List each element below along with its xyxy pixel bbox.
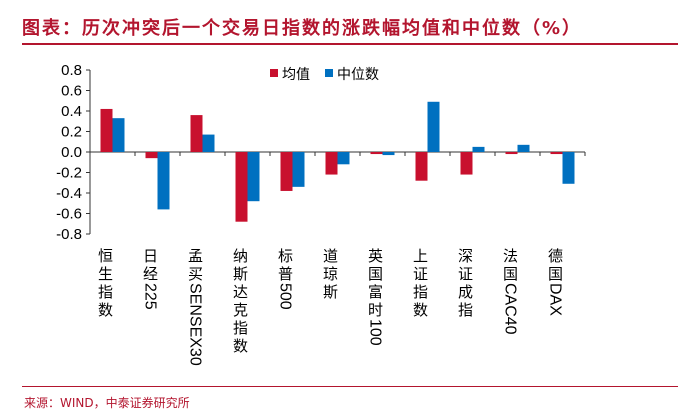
category-label-char: 国	[503, 265, 518, 283]
category-label-char: 数	[233, 337, 248, 355]
category-label-char: 普	[278, 265, 293, 283]
legend-label: 中位数	[337, 67, 379, 83]
chart-title: 图表：历次冲突后一个交易日指数的涨跌幅均值和中位数（%）	[22, 18, 583, 39]
category-label-text: CAC40	[502, 283, 519, 335]
category-label-char: 法	[503, 247, 518, 265]
bar-mean	[235, 152, 248, 222]
y-tick-label: 0.8	[61, 62, 82, 79]
bar-median	[427, 101, 440, 152]
category-label-char: 经	[143, 265, 158, 283]
category-label-text: 100	[367, 319, 384, 346]
bar-median	[562, 152, 575, 184]
category-label-char: 道	[323, 247, 338, 265]
bar-mean	[100, 108, 113, 152]
category-label-char: 孟	[188, 247, 203, 265]
category-label-text: 500	[277, 283, 294, 310]
y-tick-label: -0.4	[56, 185, 82, 202]
y-tick-label: 0.4	[61, 103, 82, 120]
bar-mean	[370, 152, 383, 155]
bar-median	[292, 152, 305, 187]
category-label-char: 斯	[323, 283, 338, 301]
bar-mean	[280, 152, 293, 191]
legend-swatch	[325, 69, 333, 77]
y-tick-label: 0.6	[61, 83, 82, 100]
bar-mean	[415, 152, 428, 181]
bar-median	[472, 146, 485, 152]
category-label-char: 恒	[98, 247, 113, 265]
bar-median	[337, 152, 350, 165]
category-label-char: 德	[548, 247, 563, 265]
y-tick-label: 0.2	[61, 124, 82, 141]
category-label-char: 英	[368, 247, 383, 265]
axes: 0.8 0.6 0.4 0.2 0.0 -0.2 -0.4 -0.6 -0.8	[56, 62, 586, 243]
source-divider	[22, 386, 678, 387]
category-label-char: 数	[413, 301, 428, 319]
category-labels: 恒生指数日经225孟买SENSEX30纳斯达克指数标普500道琼斯英国富时100…	[98, 247, 564, 366]
bar-mean	[325, 152, 338, 175]
category-label-char: 指	[413, 283, 428, 301]
category-label-char: 成	[458, 283, 473, 301]
title-divider	[22, 43, 678, 45]
bars	[100, 101, 575, 222]
category-label-char: 深	[458, 247, 473, 265]
bar-median	[157, 152, 170, 210]
category-label-char: 富	[368, 283, 383, 301]
category-label: 道琼斯	[323, 247, 338, 301]
category-label-text: DAX	[547, 283, 564, 316]
category-label-char: 纳	[233, 247, 248, 265]
y-tick-label: -0.6	[56, 206, 82, 223]
y-tick-label: -0.2	[56, 165, 82, 182]
category-label-char: 标	[278, 247, 293, 265]
legend: 均值 中位数	[270, 67, 379, 83]
bar-mean	[550, 152, 563, 155]
category-label-char: 指	[458, 301, 473, 319]
category-label-char: 日	[143, 247, 158, 265]
bar-mean	[505, 152, 518, 155]
bar-median	[382, 152, 395, 156]
category-label-char: 买	[188, 265, 203, 283]
category-label-char: 斯	[233, 265, 248, 283]
legend-swatch	[270, 69, 278, 77]
category-label-text: 225	[142, 283, 159, 310]
category-label-char: 生	[98, 265, 113, 283]
category-label-char: 指	[233, 319, 248, 337]
legend-label: 均值	[282, 67, 310, 83]
category-label-char: 国	[368, 265, 383, 283]
bar-median	[517, 144, 530, 152]
category-label-char: 时	[368, 301, 383, 319]
bar-median	[202, 134, 215, 152]
category-label-char: 国	[548, 265, 563, 283]
category-label-char: 克	[233, 301, 248, 319]
category-label-char: 指	[98, 283, 113, 301]
bar-mean	[145, 152, 158, 159]
bar-mean	[190, 115, 203, 152]
category-label-char: 上	[413, 247, 428, 265]
category-label-text: SENSEX30	[187, 283, 204, 366]
category-label-char: 证	[458, 265, 473, 283]
y-tick-label: -0.8	[56, 226, 82, 243]
bar-median	[112, 118, 125, 152]
category-label-char: 数	[98, 301, 113, 319]
category-label-char: 达	[233, 283, 248, 301]
bar-mean	[460, 152, 473, 175]
category-label-char: 证	[413, 265, 428, 283]
bar-median	[247, 152, 260, 202]
y-tick-label: 0.0	[61, 144, 82, 161]
source-note: 来源：WIND，中泰证券研究所	[24, 396, 190, 410]
category-label-char: 琼	[323, 265, 338, 283]
